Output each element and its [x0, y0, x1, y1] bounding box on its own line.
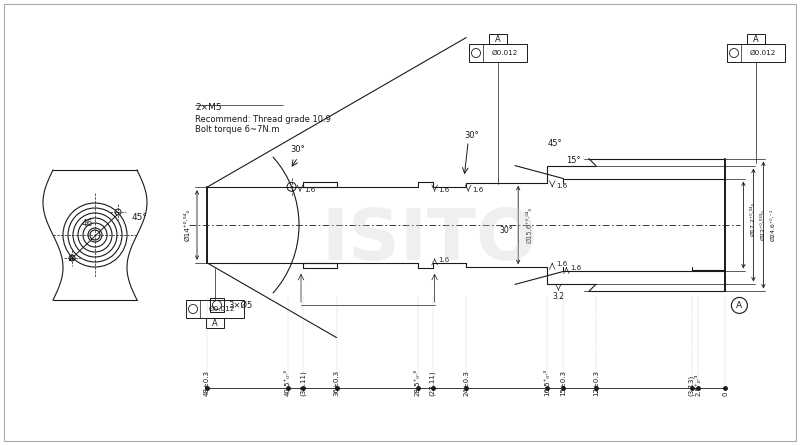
Text: A: A: [495, 35, 501, 44]
Text: 3.2: 3.2: [553, 292, 565, 301]
Text: 2.5⁺₀·³: 2.5⁺₀·³: [695, 373, 702, 396]
Text: 46: 46: [82, 218, 93, 227]
Text: Ø15.6⁺⁰·⁰⁴₀: Ø15.6⁺⁰·⁰⁴₀: [526, 207, 532, 243]
Bar: [489, 34, 507, 44]
Text: 16.5⁺₀·³: 16.5⁺₀·³: [544, 369, 550, 396]
Text: Recommend: Thread grade 10.9: Recommend: Thread grade 10.9: [195, 115, 331, 124]
Bar: [469, 44, 527, 62]
Text: 48±0.3: 48±0.3: [204, 370, 210, 396]
Text: 1.6: 1.6: [304, 187, 315, 193]
Bar: [727, 44, 785, 62]
Text: 1.6: 1.6: [438, 257, 450, 263]
Text: 1.6: 1.6: [556, 183, 567, 189]
Text: ISITO: ISITO: [322, 206, 538, 275]
Text: 1.6: 1.6: [570, 265, 582, 271]
Text: (27.11): (27.11): [430, 370, 436, 396]
Text: 36±0.3: 36±0.3: [334, 370, 340, 396]
Text: 1.6: 1.6: [438, 187, 450, 193]
Text: 40.5⁺₀·³: 40.5⁺₀·³: [285, 369, 291, 396]
Text: Bolt torque 6~7N.m: Bolt torque 6~7N.m: [195, 125, 279, 134]
Text: 3×Ø5: 3×Ø5: [228, 300, 252, 310]
Text: 15±0.3: 15±0.3: [561, 370, 566, 396]
Text: 45°: 45°: [548, 139, 562, 148]
Bar: [210, 298, 224, 312]
Text: Ø0.012: Ø0.012: [492, 50, 518, 56]
Text: Ø17.2⁺⁰·⁰⁴₀: Ø17.2⁺⁰·⁰⁴₀: [751, 202, 756, 235]
Text: 24±0.3: 24±0.3: [463, 370, 469, 396]
Text: A: A: [753, 35, 759, 44]
Text: (39.11): (39.11): [300, 370, 306, 396]
Text: 1.6: 1.6: [472, 187, 483, 193]
Text: 45°: 45°: [132, 213, 148, 222]
Text: 0: 0: [722, 392, 729, 396]
Text: 15°: 15°: [566, 156, 581, 165]
Text: 28.5⁺₀·³: 28.5⁺₀·³: [414, 369, 421, 396]
Text: 30°: 30°: [290, 145, 306, 154]
Text: Ø22⁺⁰·⁰³³₀: Ø22⁺⁰·⁰³³₀: [761, 210, 766, 240]
Bar: [206, 318, 224, 328]
Text: (3.13): (3.13): [688, 375, 695, 396]
Text: Ø24.6⁺⁰·⁻¹: Ø24.6⁺⁰·⁻¹: [771, 209, 776, 241]
Text: Ø14⁺⁰·⁰⁴₀: Ø14⁺⁰·⁰⁴₀: [184, 209, 190, 241]
Text: 1.6: 1.6: [556, 261, 567, 267]
Text: A: A: [212, 319, 218, 328]
Text: 30°: 30°: [464, 131, 478, 140]
Text: 2×M5: 2×M5: [195, 103, 222, 112]
Bar: [747, 34, 765, 44]
Bar: [186, 300, 244, 318]
Text: A: A: [736, 301, 742, 310]
Text: Ø0.012: Ø0.012: [209, 306, 235, 312]
Text: 30°: 30°: [499, 226, 513, 235]
Text: Ø0.012: Ø0.012: [750, 50, 776, 56]
Text: 12±0.3: 12±0.3: [593, 370, 598, 396]
